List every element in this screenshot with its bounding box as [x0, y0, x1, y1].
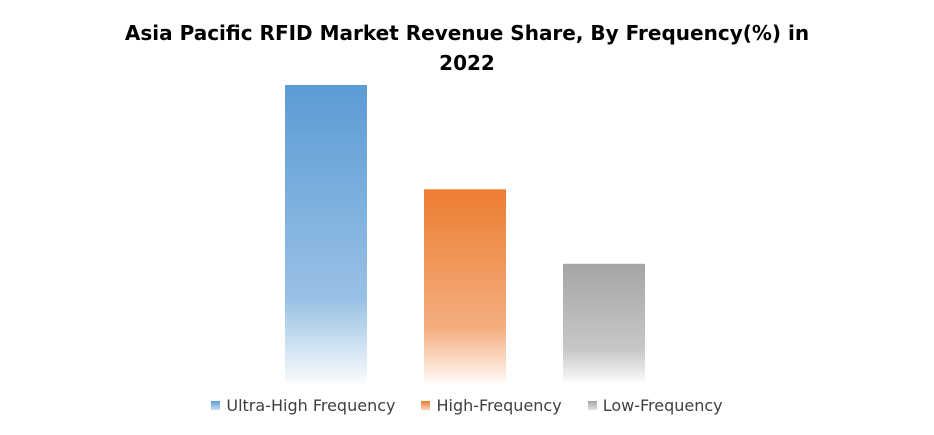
legend-label-ultra-high-frequency: Ultra-High Frequency [226, 395, 396, 415]
legend: Ultra-High Frequency High-Frequency Low-… [0, 394, 934, 416]
chart-title-line-2: 2022 [439, 51, 495, 75]
legend-label-high-frequency: High-Frequency [436, 395, 562, 415]
chart-title: Asia Pacific RFID Market Revenue Share, … [0, 18, 934, 78]
bar-low-frequency [563, 263, 645, 383]
legend-swatch-low-frequency [587, 400, 597, 410]
legend-swatch-ultra-high-frequency [211, 400, 221, 410]
legend-item-ultra-high-frequency: Ultra-High Frequency [211, 396, 395, 415]
legend-label-low-frequency: Low-Frequency [602, 395, 723, 415]
legend-item-low-frequency: Low-Frequency [587, 395, 723, 415]
bar-high-frequency [424, 189, 506, 383]
legend-item-high-frequency: High-Frequency [421, 395, 562, 415]
bar-ultra-high-frequency [285, 85, 367, 383]
legend-swatch-high-frequency [421, 400, 431, 410]
chart-title-line-1: Asia Pacific RFID Market Revenue Share, … [124, 21, 810, 45]
